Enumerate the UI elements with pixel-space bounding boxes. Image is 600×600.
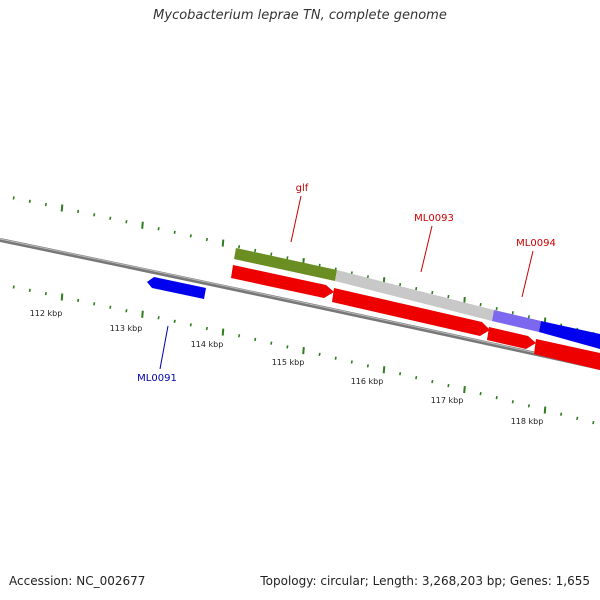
tick-label-118: 118 kbp [511,417,544,426]
minor-tick [12,285,15,289]
minor-tick [254,337,257,342]
accession-text: Accession: NC_002677 [9,574,146,588]
gene-arrow-glf[interactable] [231,265,334,298]
gene-label-ml0093[interactable]: ML0093 [414,213,454,224]
minor-tick [125,309,128,313]
minor-tick [527,404,530,408]
minor-tick [560,412,563,416]
tick-label-117: 117 kbp [431,396,464,405]
gene-arrow-ml0093[interactable] [332,288,490,336]
tick-label-116: 116 kbp [351,377,384,386]
tick-label-112: 112 kbp [30,309,63,318]
genome-stats-text: Topology: circular; Length: 3,268,203 bp… [260,574,590,588]
minor-tick [366,364,369,368]
minor-tick [495,396,498,400]
gene-arrow-next[interactable] [534,339,600,370]
minor-tick [415,375,418,380]
gene-arrow-ml0094[interactable] [487,327,536,349]
major-tick [221,328,225,336]
red-gene-arrows [231,265,600,370]
minor-tick [270,341,273,345]
minor-tick [109,216,112,220]
minor-tick [93,213,96,217]
minor-tick [189,323,192,327]
major-tick [463,385,466,394]
gene-forward-blue-right[interactable] [539,321,600,349]
minor-tick [173,319,176,323]
feature-purple[interactable] [492,310,541,332]
minor-tick [431,379,434,384]
minor-tick [511,311,514,315]
minor-tick [511,400,514,404]
major-tick [60,293,64,301]
minor-tick [318,352,321,357]
gene-label-ml0091[interactable]: ML0091 [137,373,177,384]
pointer-ml0091 [159,325,169,370]
gene-arrow-ml0091[interactable] [147,277,206,299]
minor-tick [77,209,80,214]
minor-tick [125,220,128,224]
minor-tick [44,202,47,207]
major-tick [382,366,386,374]
minor-tick [399,372,402,376]
feature-green[interactable] [234,248,337,281]
minor-tick [254,248,257,253]
inner-tick-marks [12,285,595,425]
major-tick [141,310,144,318]
minor-tick [447,294,450,299]
minor-tick [527,315,530,319]
minor-tick [157,316,160,320]
minor-tick [576,416,579,421]
minor-tick [28,288,31,292]
pointer-glf [290,195,302,243]
tick-label-115: 115 kbp [272,358,305,367]
pointer-ml0093 [420,225,433,273]
minor-tick [495,307,498,311]
minor-tick [286,345,289,349]
minor-tick [270,252,273,256]
major-tick [60,204,64,212]
feature-gray[interactable] [335,270,494,321]
minor-tick [350,360,353,364]
map-title: Mycobacterium leprae TN, complete genome [153,8,447,23]
minor-tick [28,199,31,203]
minor-tick [77,298,80,303]
minor-tick [205,326,208,331]
minor-tick [238,245,241,249]
minor-tick [592,420,595,425]
minor-tick [399,283,402,287]
minor-tick [173,230,176,234]
tick-label-114: 114 kbp [191,340,224,349]
minor-tick [238,334,241,338]
minor-tick [415,286,418,291]
minor-tick [109,305,112,309]
minor-tick [44,291,47,296]
major-tick [543,406,547,414]
minor-tick [12,196,15,200]
minor-tick [286,256,289,260]
gene-label-ml0094[interactable]: ML0094 [516,238,556,249]
minor-tick [93,302,96,306]
minor-tick [447,383,450,388]
major-tick [141,221,144,229]
feature-band [234,248,600,349]
pointer-ml0094 [521,250,534,298]
major-tick [221,239,225,247]
gene-label-glf[interactable]: glf [296,183,309,194]
major-tick [302,347,305,355]
minor-tick [157,227,160,231]
genome-backbone [0,238,600,370]
minor-tick [205,237,208,242]
minor-tick [334,356,337,360]
tick-label-113: 113 kbp [110,324,143,333]
minor-tick [479,302,482,307]
minor-tick [189,234,192,238]
minor-tick [431,290,434,295]
minor-tick [479,391,482,396]
